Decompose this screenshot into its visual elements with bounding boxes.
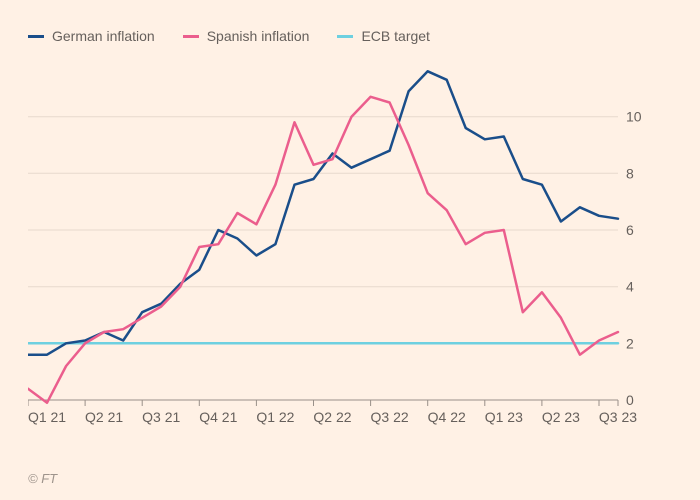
legend-label-german: German inflation <box>52 28 155 44</box>
y-gridlines <box>28 117 618 400</box>
chart-svg: 10 8 6 4 2 0 Q1 21 Q2 21 Q3 21 Q4 21 Q1 22 Q2… <box>28 60 648 440</box>
x-tick-label: Q3 21 <box>142 409 180 425</box>
legend-item-ecb: ECB target <box>337 28 429 44</box>
ylabel-4: 4 <box>626 279 634 295</box>
ylabel-0: 0 <box>626 392 634 408</box>
chart-source: © FT <box>28 471 57 486</box>
x-tick-label: Q1 21 <box>28 409 66 425</box>
x-tickmarks <box>28 400 618 406</box>
ylabel-6: 6 <box>626 222 634 238</box>
legend-item-german: German inflation <box>28 28 155 44</box>
legend-label-ecb: ECB target <box>361 28 429 44</box>
plot-area: 10 8 6 4 2 0 Q1 21 Q2 21 Q3 21 Q4 21 Q1 22 Q2… <box>28 60 648 440</box>
x-tick-label: Q4 21 <box>199 409 237 425</box>
legend-swatch-ecb <box>337 35 353 38</box>
ylabel-10: 10 <box>626 109 642 125</box>
x-tick-label: Q3 23 <box>599 409 637 425</box>
x-tick-label: Q2 21 <box>85 409 123 425</box>
x-tick-label: Q2 23 <box>542 409 580 425</box>
legend-item-spanish: Spanish inflation <box>183 28 310 44</box>
x-tick-labels: Q1 21 Q2 21 Q3 21 Q4 21 Q1 22 Q2 22 Q3 22 Q4 22… <box>28 409 637 425</box>
chart-legend: German inflation Spanish inflation ECB t… <box>28 28 430 44</box>
legend-label-spanish: Spanish inflation <box>207 28 310 44</box>
ylabel-8: 8 <box>626 165 634 181</box>
ylabel-2: 2 <box>626 335 634 351</box>
legend-swatch-german <box>28 35 44 38</box>
series-german-inflation <box>28 71 618 354</box>
legend-swatch-spanish <box>183 35 199 38</box>
x-tick-label: Q4 22 <box>428 409 466 425</box>
x-tick-label: Q1 22 <box>256 409 294 425</box>
x-tick-label: Q1 23 <box>485 409 523 425</box>
y-tick-labels: 10 8 6 4 2 0 <box>626 109 642 408</box>
x-tick-label: Q3 22 <box>371 409 409 425</box>
inflation-chart: German inflation Spanish inflation ECB t… <box>0 0 700 500</box>
series-spanish-inflation <box>28 97 618 403</box>
x-tick-label: Q2 22 <box>313 409 351 425</box>
